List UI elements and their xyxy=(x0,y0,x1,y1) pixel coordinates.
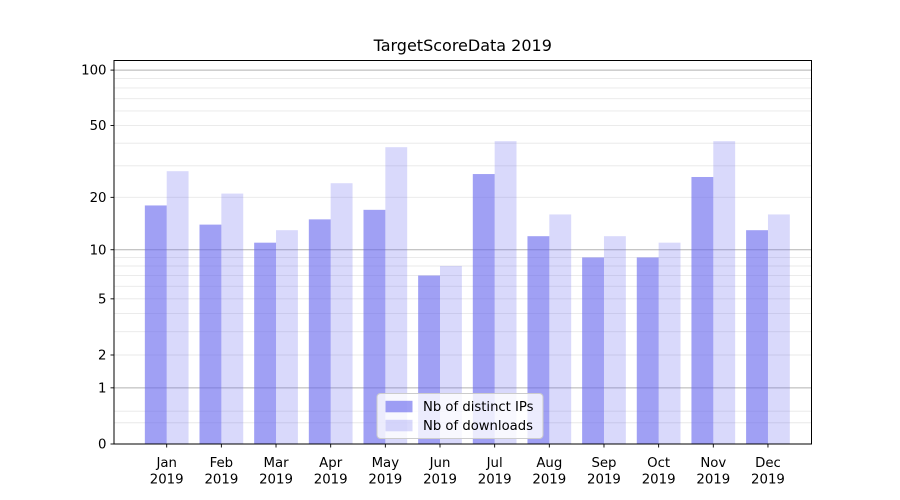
bar-apr-s0 xyxy=(308,219,331,444)
grid-layer xyxy=(114,69,812,424)
plot-border xyxy=(113,60,812,445)
x-tick-label-month: Jun xyxy=(429,456,451,471)
x-tick-label-month: Apr xyxy=(319,456,343,471)
x-tick-label-month: Jul xyxy=(486,456,503,471)
bar-sep-s0 xyxy=(582,257,604,444)
bar-sep-s1 xyxy=(603,236,626,444)
x-tick-label-year: 2019 xyxy=(259,473,293,488)
bar-apr-s1 xyxy=(330,183,353,445)
x-tick-label-year: 2019 xyxy=(150,473,184,488)
bar-feb-s0 xyxy=(199,224,222,444)
legend-box xyxy=(376,393,544,439)
bar-jan-s0 xyxy=(144,205,167,444)
x-tick-label-month: Jan xyxy=(155,456,177,471)
bar-may-s0 xyxy=(363,209,386,444)
chart-title: TargetScoreData 2019 xyxy=(373,36,552,55)
bar-aug-s1 xyxy=(549,214,572,444)
bar-feb-s1 xyxy=(221,193,244,444)
x-tick-label-month: Mar xyxy=(263,456,289,471)
legend-swatch-downloads xyxy=(385,419,413,432)
x-tick-label-year: 2019 xyxy=(751,473,785,488)
x-tick-label-year: 2019 xyxy=(642,473,676,488)
x-tick-label-year: 2019 xyxy=(587,473,621,488)
bar-oct-s1 xyxy=(658,242,681,444)
bar-mar-s0 xyxy=(254,242,277,444)
x-tick-label-year: 2019 xyxy=(204,473,238,488)
bar-dec-s0 xyxy=(746,230,768,444)
y-tick-label: 50 xyxy=(90,119,107,134)
legend-label-distinct-ips: Nb of distinct IPs xyxy=(423,400,534,415)
x-tick-label-month: Feb xyxy=(210,456,234,471)
y-tick-label: 10 xyxy=(90,243,107,258)
axis-layer: 0 1 2 5 10 20 50 100 Jan 2019 Feb 2019 Mar 2019 Apr 201… xyxy=(81,64,785,488)
bar-nov-s0 xyxy=(691,176,714,444)
bar-jul-s0 xyxy=(472,174,495,444)
x-tick-label-month: Oct xyxy=(647,456,670,471)
bar-jul-s1 xyxy=(494,141,517,445)
x-tick-label-month: Dec xyxy=(755,456,781,471)
bar-nov-s1 xyxy=(713,141,736,445)
bar-jan-s1 xyxy=(166,171,189,444)
x-tick-label-month: Sep xyxy=(591,456,616,471)
bar-aug-s0 xyxy=(527,236,550,444)
x-tick-label-year: 2019 xyxy=(478,473,512,488)
legend-label-downloads: Nb of downloads xyxy=(423,419,533,434)
x-tick-label-month: Nov xyxy=(700,456,726,471)
x-tick-label-month: May xyxy=(372,456,400,471)
x-tick-label-year: 2019 xyxy=(423,473,457,488)
bar-oct-s0 xyxy=(636,257,659,444)
legend: Nb of distinct IPs Nb of downloads xyxy=(376,393,544,439)
y-tick-label: 100 xyxy=(81,64,106,79)
x-tick-label-year: 2019 xyxy=(532,473,566,488)
y-tick-label: 5 xyxy=(98,292,106,307)
x-tick-label-year: 2019 xyxy=(368,473,402,488)
y-tick-label: 2 xyxy=(98,349,106,364)
bar-dec-s1 xyxy=(767,214,790,444)
y-tick-label: 20 xyxy=(90,191,107,206)
x-tick-label-year: 2019 xyxy=(696,473,730,488)
bar-may-s1 xyxy=(385,147,408,445)
x-tick-label-year: 2019 xyxy=(314,473,348,488)
y-tick-label: 1 xyxy=(98,381,106,396)
y-tick-label: 0 xyxy=(98,438,106,453)
x-tick-label-month: Aug xyxy=(536,456,562,471)
bar-mar-s1 xyxy=(276,230,298,444)
legend-swatch-distinct-ips xyxy=(385,400,413,413)
